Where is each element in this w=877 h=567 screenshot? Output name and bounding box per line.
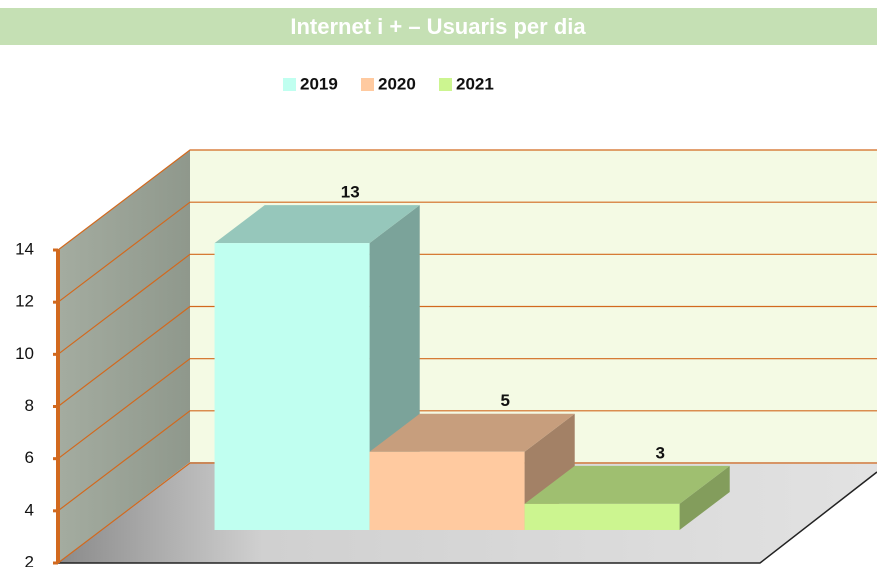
legend-swatch xyxy=(283,78,296,91)
bar-top xyxy=(524,465,730,504)
grid-line xyxy=(57,462,877,564)
floor-edge xyxy=(58,471,877,564)
title-banner xyxy=(0,8,877,45)
y-tick-label: 8 xyxy=(25,396,34,415)
y-tick-label: 10 xyxy=(15,344,34,363)
grid-line xyxy=(57,201,877,303)
data-label: 13 xyxy=(341,183,360,202)
bar-top xyxy=(369,413,575,452)
grid-line xyxy=(57,358,877,460)
grid-line xyxy=(57,253,877,355)
y-tick-label: 14 xyxy=(15,239,34,258)
y-tick-label: 12 xyxy=(15,292,34,311)
legend-label: 2021 xyxy=(456,74,494,93)
legend-label: 2019 xyxy=(300,74,338,93)
data-label: 5 xyxy=(500,391,509,410)
bar-top xyxy=(214,205,420,244)
bar xyxy=(369,451,525,530)
chart-title: Internet i + – Usuaris per dia xyxy=(290,14,586,39)
y-tick-label: 4 xyxy=(25,500,34,519)
bar xyxy=(214,243,370,531)
legend-swatch xyxy=(439,78,452,91)
legend-swatch xyxy=(361,78,374,91)
y-tick-label: 6 xyxy=(25,448,34,467)
grid-line xyxy=(57,410,877,512)
grid-line xyxy=(57,305,877,407)
bar xyxy=(524,503,680,530)
data-label: 3 xyxy=(655,443,664,462)
y-tick-label: 2 xyxy=(25,552,34,567)
legend-label: 2020 xyxy=(378,74,416,93)
grid-line xyxy=(57,149,877,251)
bar-side xyxy=(679,465,730,530)
